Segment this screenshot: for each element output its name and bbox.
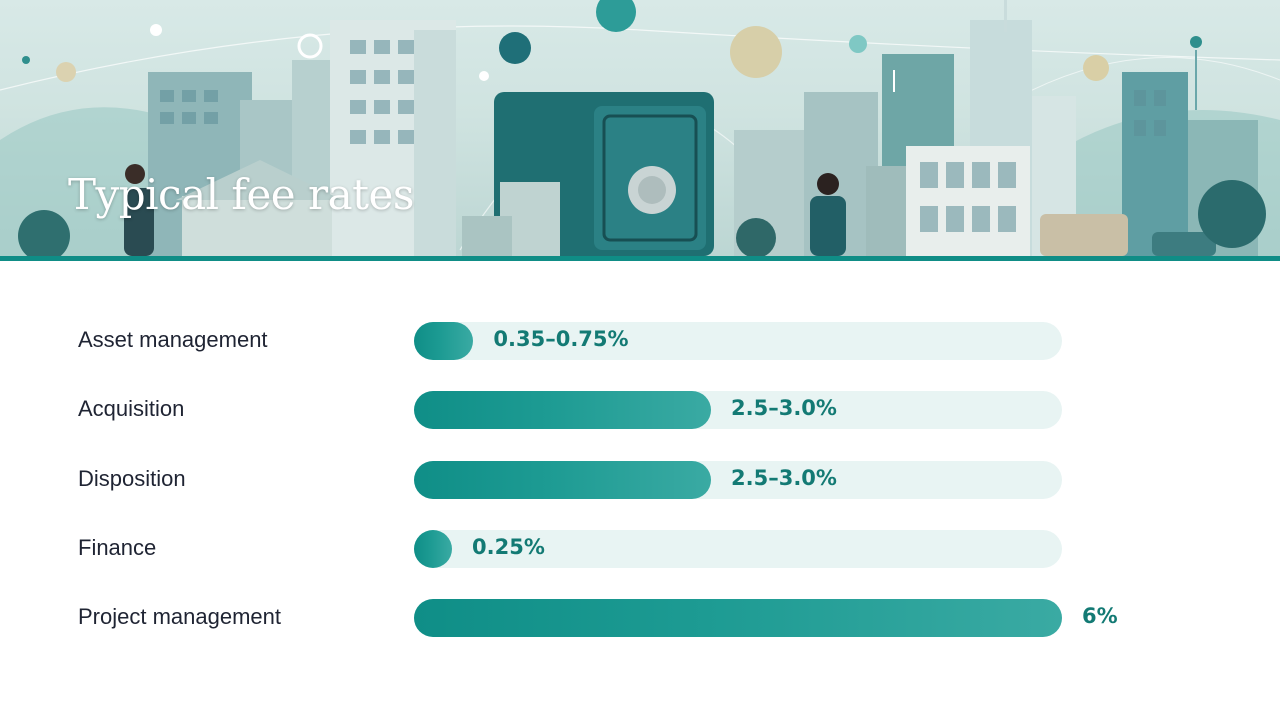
bar-track — [414, 322, 1062, 360]
bar — [414, 391, 711, 429]
bar-track — [414, 530, 1062, 568]
city-illustration — [0, 0, 1280, 256]
value-label: 2.5–3.0% — [731, 466, 837, 490]
category-label: Disposition — [78, 466, 186, 491]
category-label: Finance — [78, 535, 157, 560]
category-label: Asset management — [78, 327, 268, 352]
bar-track — [414, 599, 1062, 637]
bar-track — [414, 391, 1062, 429]
value-label: 0.25% — [472, 535, 545, 559]
bar — [414, 599, 1062, 637]
value-label: 6% — [1082, 604, 1118, 628]
category-label: Acquisition — [78, 396, 185, 421]
value-label: 2.5–3.0% — [731, 396, 837, 420]
bar — [414, 461, 711, 499]
banner-divider — [0, 256, 1280, 261]
bar-track — [414, 461, 1062, 499]
category-label: Project management — [78, 604, 281, 629]
value-label: 0.35–0.75% — [493, 327, 629, 351]
header-banner: Typical fee rates — [0, 0, 1280, 256]
slide-title: Typical fee rates — [68, 170, 414, 219]
bar — [414, 530, 452, 568]
bar — [414, 322, 474, 360]
